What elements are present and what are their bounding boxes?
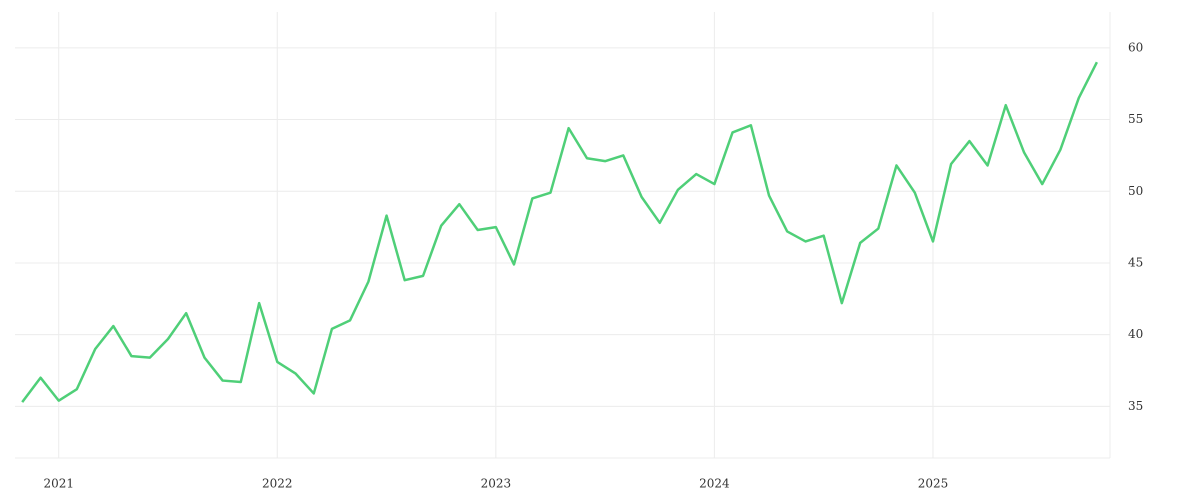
x-tick-label: 2021 xyxy=(43,477,74,491)
y-tick-label: 50 xyxy=(1128,184,1143,198)
data-line xyxy=(21,61,1099,403)
x-tick-label: 2025 xyxy=(918,477,949,491)
x-tick-label: 2023 xyxy=(481,477,512,491)
x-tick-label: 2022 xyxy=(262,477,293,491)
y-tick-label: 60 xyxy=(1128,40,1143,54)
y-tick-label: 35 xyxy=(1128,399,1143,413)
y-tick-label: 40 xyxy=(1128,327,1143,341)
x-tick-label: 2024 xyxy=(699,477,730,491)
y-tick-label: 55 xyxy=(1128,112,1143,126)
y-tick-label: 45 xyxy=(1128,255,1143,269)
